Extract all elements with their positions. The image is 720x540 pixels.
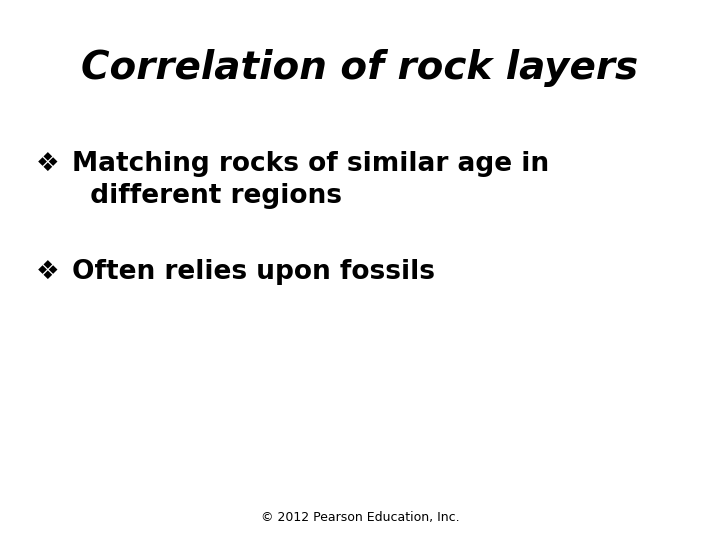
Text: Often relies upon fossils: Often relies upon fossils: [72, 259, 435, 285]
Text: Matching rocks of similar age in
  different regions: Matching rocks of similar age in differe…: [72, 151, 549, 209]
Text: ❖: ❖: [36, 151, 60, 177]
Text: © 2012 Pearson Education, Inc.: © 2012 Pearson Education, Inc.: [261, 511, 459, 524]
Text: Correlation of rock layers: Correlation of rock layers: [81, 49, 639, 86]
Text: ❖: ❖: [36, 259, 60, 285]
